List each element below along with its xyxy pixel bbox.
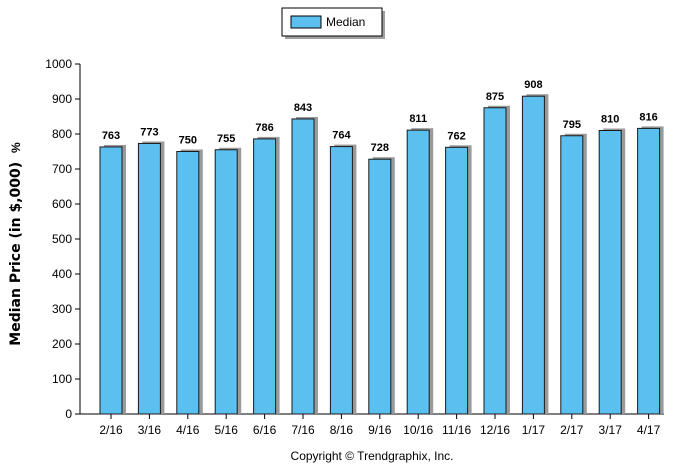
legend-swatch-median	[290, 15, 322, 29]
y-tick-label: 400	[52, 267, 72, 281]
bar-3-16	[137, 142, 161, 415]
bar-1-17	[521, 95, 545, 415]
data-label: 750	[179, 135, 197, 147]
bar-5-16	[214, 149, 238, 415]
y-tick-label: 500	[52, 232, 72, 246]
x-tick-label: 8/16	[330, 423, 354, 437]
y-tick-label: 1000	[45, 57, 72, 71]
x-tick-label: 2/17	[560, 423, 584, 437]
copyright-text: Copyright © Trendgraphix, Inc.	[291, 449, 454, 463]
y-tick-label: 800	[52, 127, 72, 141]
y-tick-label: 200	[52, 337, 72, 351]
y-tick-label: 100	[52, 372, 72, 386]
bar-12-16	[483, 107, 507, 415]
data-label: 786	[255, 122, 273, 134]
y-tick-label: 700	[52, 162, 72, 176]
bar-4-16	[176, 151, 200, 415]
x-tick-label: 7/16	[291, 423, 315, 437]
x-tick-label: 11/16	[442, 423, 471, 437]
data-label: 908	[524, 79, 542, 91]
x-tick-label: 9/16	[368, 423, 392, 437]
y-tick-label: 300	[52, 302, 72, 316]
data-label: 762	[447, 130, 465, 142]
y-axis-title-group: Median Price (in $,000) %	[8, 142, 24, 346]
y-axis-title-unit: %	[9, 142, 23, 153]
legend: Median	[281, 7, 385, 39]
data-label: 816	[639, 111, 657, 123]
data-label: 773	[140, 126, 158, 138]
x-tick-label: 2/16	[99, 423, 123, 437]
x-tick-label: 12/16	[480, 423, 510, 437]
x-tick-label: 3/17	[599, 423, 623, 437]
y-axis-title: Median Price (in $,000) %	[8, 142, 24, 346]
data-label: 755	[217, 133, 235, 145]
x-ticks: 2/16 3/16 4/16 5/16 6/16 7/16 8/16 9/16 10/16 11/…	[99, 414, 661, 437]
bar-3-17	[598, 130, 622, 415]
y-tick-label: 600	[52, 197, 72, 211]
legend-label-median: Median	[326, 15, 365, 29]
data-label: 843	[294, 102, 312, 114]
data-label: 811	[409, 113, 427, 125]
bar-6-16	[253, 138, 277, 415]
data-label: 728	[371, 142, 389, 154]
y-tick-label: 0	[65, 407, 72, 421]
bars: 763 773 750 755 786 843 764 728 811 762 875 908 795 8…	[99, 79, 664, 415]
bar-10-16	[406, 129, 430, 415]
data-label: 875	[486, 91, 504, 103]
y-axis-title-text: Median Price (in $,000)	[8, 162, 24, 346]
x-tick-label: 10/16	[403, 423, 433, 437]
x-tick-label: 4/17	[637, 423, 661, 437]
bar-9-16	[368, 158, 392, 415]
bar-8-16	[329, 146, 353, 415]
bar-2-16	[99, 146, 123, 415]
data-label: 795	[563, 119, 581, 131]
x-tick-label: 6/16	[253, 423, 277, 437]
data-label: 763	[102, 130, 120, 142]
y-tick-label: 900	[52, 92, 72, 106]
bar-2-17	[560, 135, 584, 415]
bar-11-16	[445, 146, 469, 415]
x-tick-label: 4/16	[176, 423, 200, 437]
y-ticks: 0 100 200 300 400 500 600 700 800 900 1000	[45, 57, 80, 421]
x-tick-label: 1/17	[522, 423, 546, 437]
data-label: 810	[601, 114, 619, 126]
bar-4-17	[637, 127, 661, 415]
x-tick-label: 5/16	[215, 423, 239, 437]
data-label: 764	[332, 130, 351, 142]
x-tick-label: 3/16	[138, 423, 162, 437]
bar-7-16	[291, 118, 315, 415]
